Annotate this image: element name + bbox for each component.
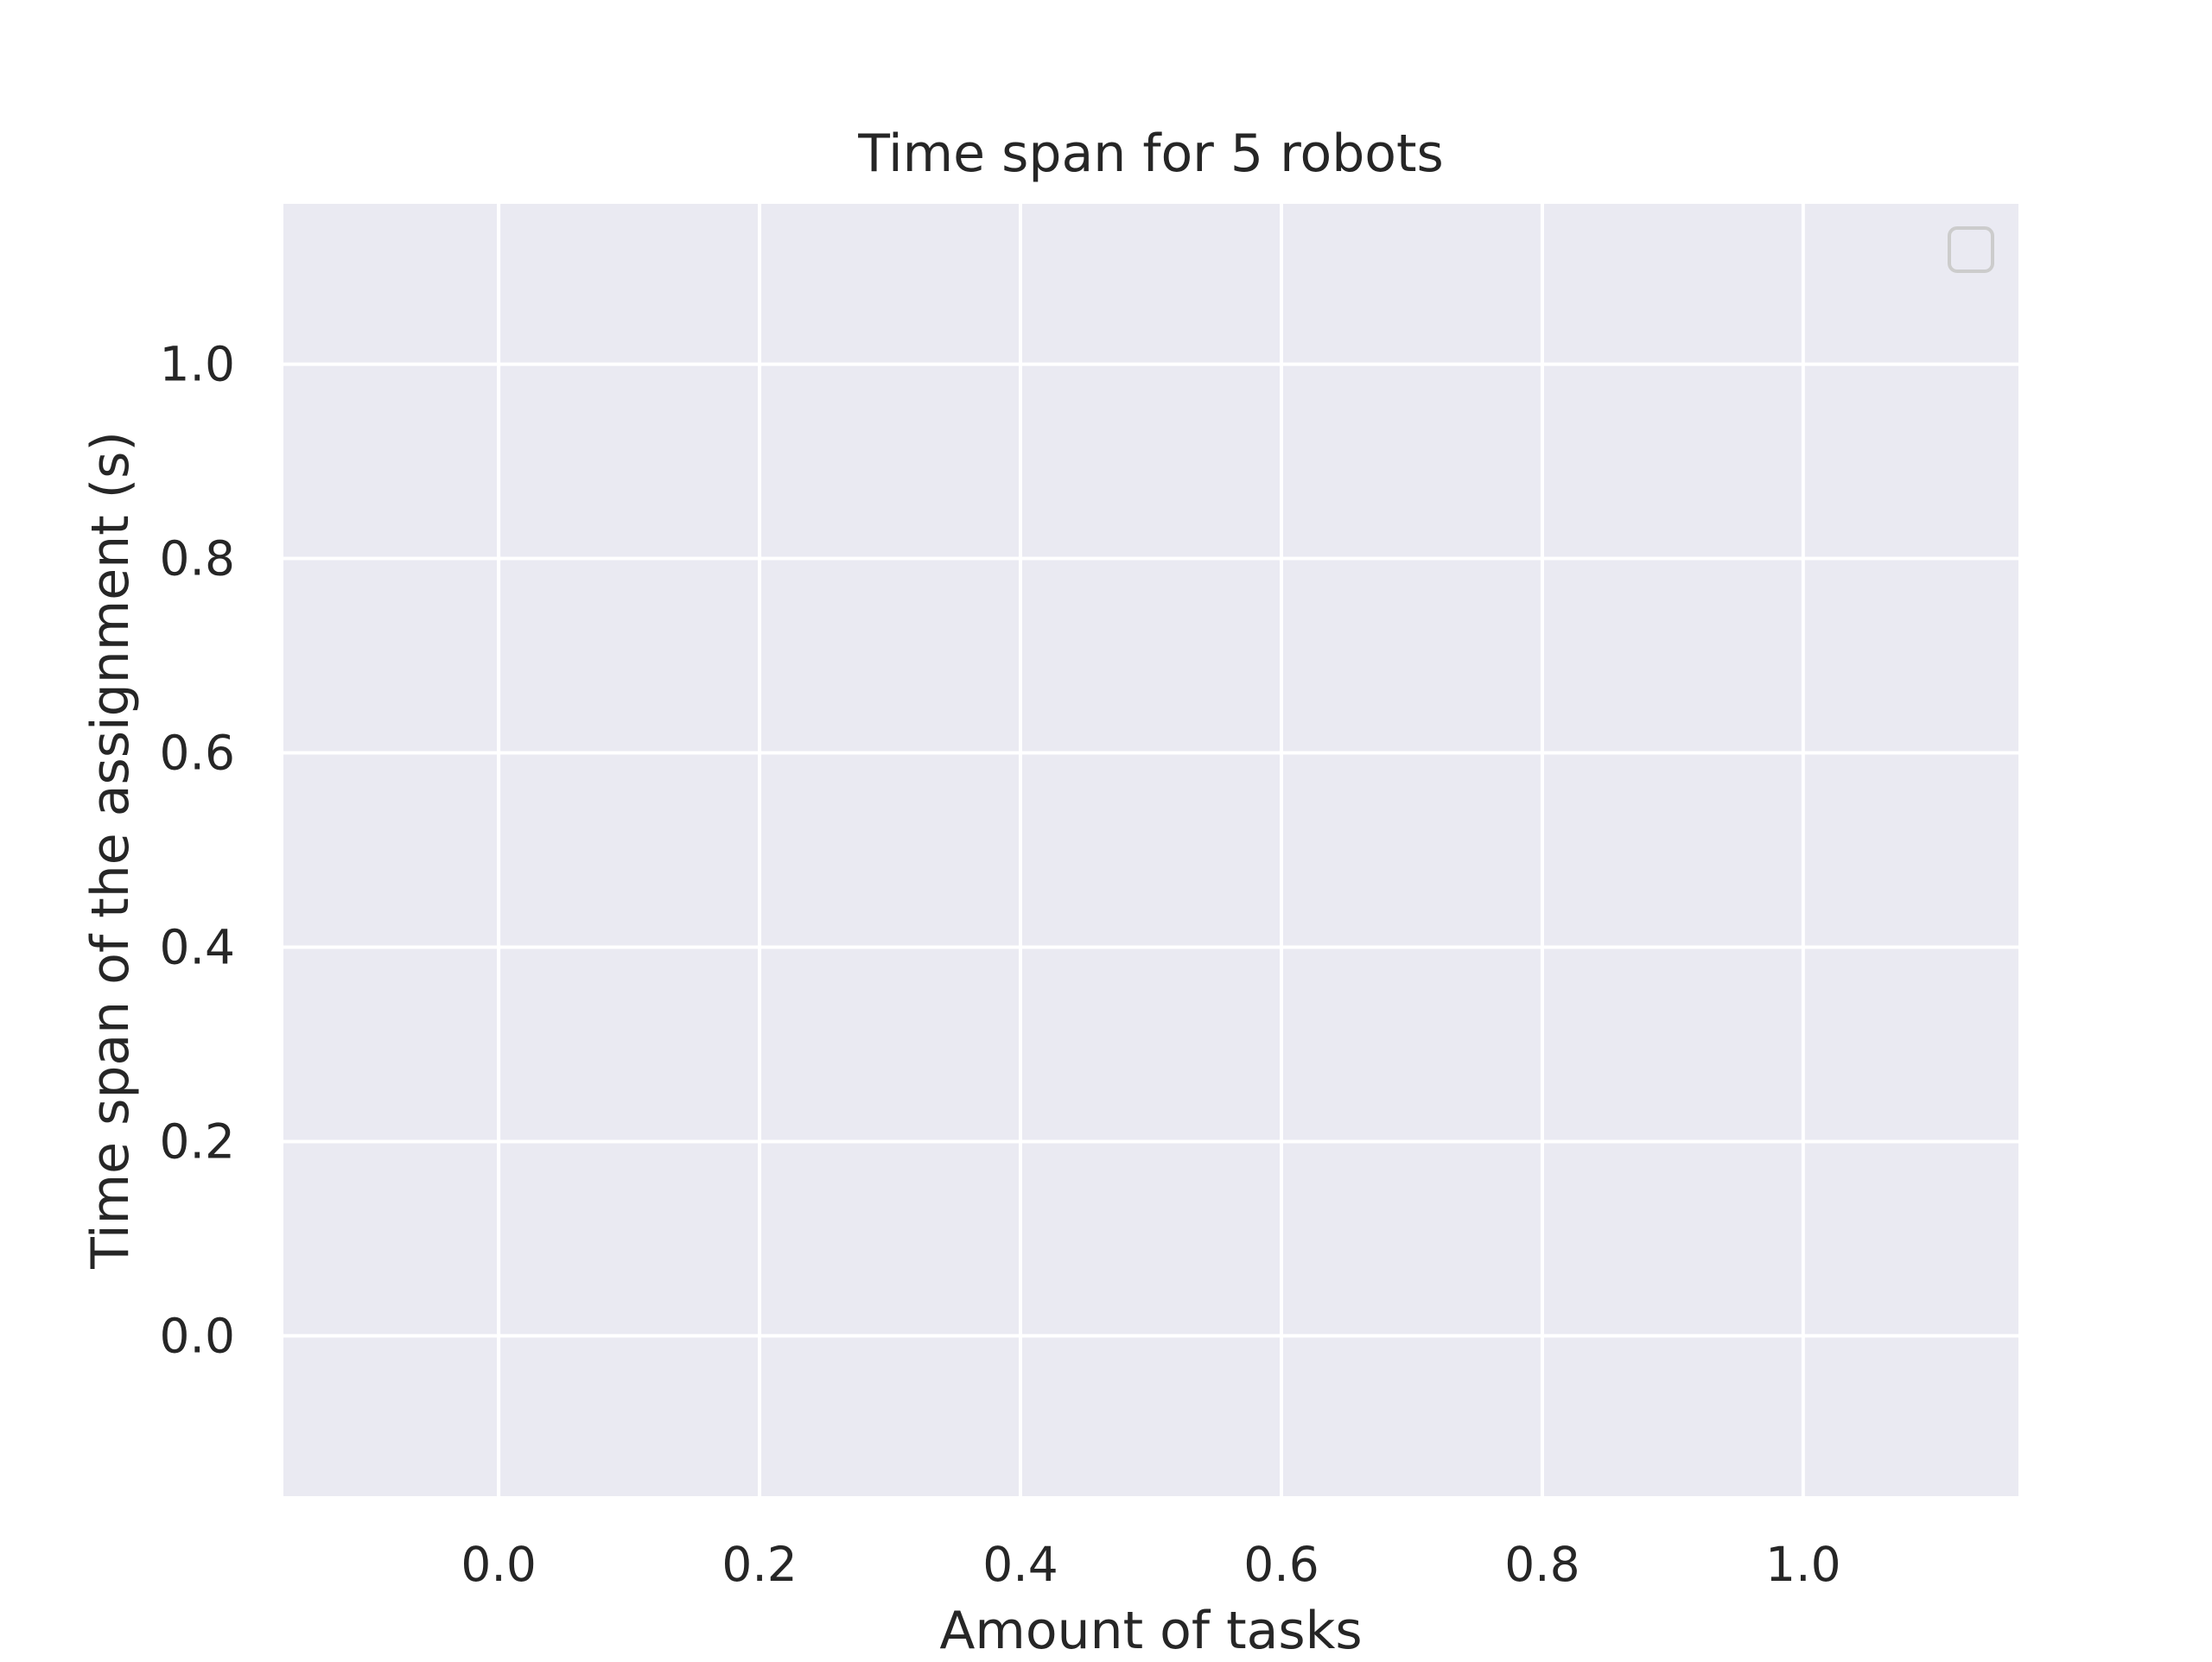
y-tick-label: 0.8 [160,531,235,587]
plot-area [283,204,2018,1496]
x-tick-label: 0.6 [1243,1537,1319,1592]
x-tick-label: 0.8 [1504,1537,1580,1592]
x-tick-label: 0.4 [982,1537,1058,1592]
y-tick-label: 0.0 [160,1308,235,1363]
y-tick-label: 1.0 [160,337,235,392]
x-tick-labels: 0.0 0.2 0.4 0.6 0.8 1.0 [461,1537,1840,1592]
y-tick-label: 0.2 [160,1113,235,1169]
x-axis-label: Amount of tasks [939,1601,1362,1659]
x-tick-label: 0.0 [461,1537,536,1592]
x-grid [497,204,1805,1496]
y-axis-label: Time span of the assignment (s) [80,431,141,1270]
plot-background [283,204,2018,1496]
y-grid [283,362,2018,1338]
legend-box [1948,226,1994,273]
x-tick-label: 0.2 [721,1537,797,1592]
y-tick-labels: 0.0 0.2 0.4 0.6 0.8 1.0 [160,337,235,1364]
chart-title: Time span for 5 robots [857,124,1444,184]
y-tick-label: 0.4 [160,919,235,974]
y-tick-label: 0.6 [160,726,235,781]
x-tick-label: 1.0 [1765,1537,1840,1592]
